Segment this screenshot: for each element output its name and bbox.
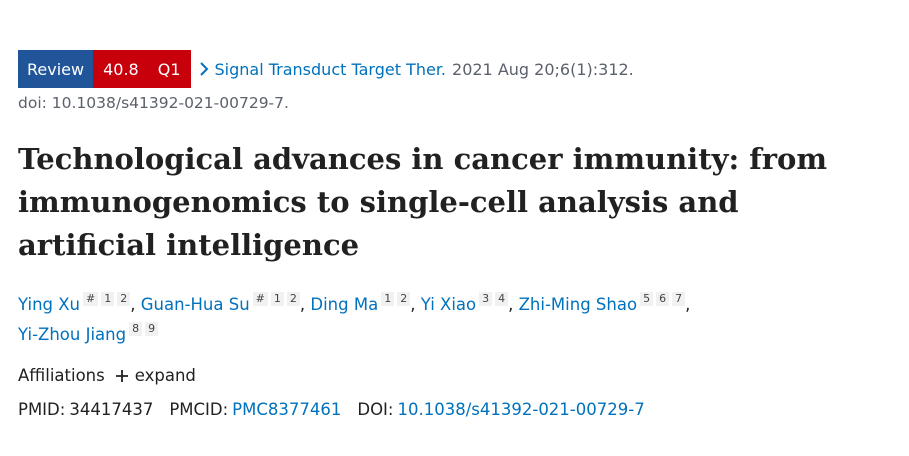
author-mark[interactable]: # xyxy=(83,292,99,306)
journal-link[interactable]: Signal Transduct Target Ther. xyxy=(214,59,447,79)
author-mark[interactable]: 2 xyxy=(117,292,131,306)
author-mark[interactable]: 2 xyxy=(286,292,300,306)
identifiers: PMID: 34417437 PMCID: PMC8377461 DOI: 10.1038… xyxy=(18,400,645,419)
author-mark[interactable]: 4 xyxy=(495,292,509,306)
author: Ding Ma 1 2, xyxy=(310,292,416,314)
affiliations-row: Affiliations expand xyxy=(18,366,196,385)
author-separator: , xyxy=(685,295,691,314)
author-link[interactable]: Yi Xiao xyxy=(420,295,477,314)
author-separator: , xyxy=(410,295,416,314)
badge-metrics: 40.8 Q1 xyxy=(93,50,191,88)
author-separator: , xyxy=(508,295,514,314)
pmid: 34417437 xyxy=(69,400,154,419)
pmid-label: PMID: xyxy=(18,400,66,419)
article-title: Technological advances in cancer immunit… xyxy=(18,142,828,262)
author: Zhi-Ming Shao 5 6 7, xyxy=(518,292,691,314)
doi-link[interactable]: 10.1038/s41392-021-00729-7 xyxy=(397,400,645,419)
badge-impact: 40.8 xyxy=(103,59,139,79)
author-mark[interactable]: 1 xyxy=(270,292,284,306)
citation: 2021 Aug 20;6(1):312. xyxy=(452,59,634,79)
author: Yi Xiao 3 4, xyxy=(420,292,514,314)
affiliations-label: Affiliations xyxy=(18,366,105,385)
author-list: Ying Xu #1 2, Guan-Hua Su #1 2, Ding Ma 1 2, Y… xyxy=(18,290,758,350)
author-link[interactable]: Yi-Zhou Jiang xyxy=(18,325,127,344)
author-link[interactable]: Ying Xu xyxy=(18,295,81,314)
author-mark[interactable]: 9 xyxy=(145,322,159,336)
author-mark[interactable]: 5 xyxy=(640,292,654,306)
header-row: Review 40.8 Q1 Signal Transduct Target T… xyxy=(18,50,634,88)
badge-type[interactable]: Review xyxy=(18,50,94,88)
author-separator: , xyxy=(299,295,306,314)
author-mark[interactable]: 3 xyxy=(479,292,493,306)
author-link[interactable]: Zhi-Ming Shao xyxy=(518,295,638,314)
chevron-icon xyxy=(199,62,208,76)
author-link[interactable]: Guan-Hua Su xyxy=(140,295,250,314)
author-separator: , xyxy=(130,295,136,314)
author: Yi-Zhou Jiang 8 9 xyxy=(18,322,159,344)
author-mark[interactable]: 8 xyxy=(129,322,143,336)
author-mark[interactable]: 2 xyxy=(397,292,411,306)
author-mark[interactable]: 6 xyxy=(656,292,670,306)
author-mark[interactable]: 1 xyxy=(101,292,115,306)
author: Guan-Hua Su #1 2, xyxy=(140,292,306,314)
doi-label: DOI: xyxy=(357,400,394,419)
expand-button[interactable]: expand xyxy=(134,366,196,385)
author-link[interactable]: Ding Ma xyxy=(310,295,379,314)
author-mark[interactable]: 7 xyxy=(672,292,686,306)
author: Ying Xu #1 2, xyxy=(18,292,136,314)
pmcid-link[interactable]: PMC8377461 xyxy=(232,400,342,419)
author-mark[interactable]: 1 xyxy=(381,292,395,306)
pmcid-label: PMCID: xyxy=(169,400,229,419)
author-mark[interactable]: # xyxy=(252,292,268,306)
plus-icon[interactable] xyxy=(115,369,129,383)
doi-line: doi: 10.1038/s41392-021-00729-7. xyxy=(18,94,289,112)
badge-quartile: Q1 xyxy=(157,59,181,79)
